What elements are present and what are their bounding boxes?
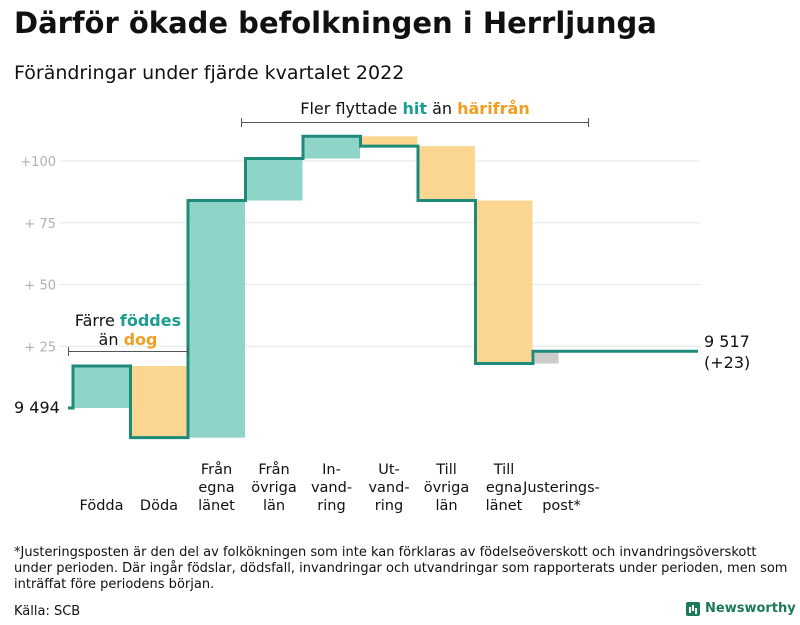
- bar-frånegnalänet: [188, 200, 245, 438]
- category-label: länet: [486, 498, 523, 514]
- brand-logo: Newsworthy: [686, 601, 796, 616]
- category-label: vand-: [311, 480, 352, 496]
- end-value-label: 9 517: [704, 332, 750, 351]
- category-label: In-: [322, 462, 341, 478]
- svg-text:Fler flyttade hit: Fler flyttade hit än härifrån: [300, 99, 529, 118]
- brand-name: Newsworthy: [705, 601, 796, 616]
- source-label: Källa: SCB: [14, 604, 81, 619]
- end-change-label: (+23): [704, 353, 750, 372]
- chart-subtitle: Förändringar under fjärde kvartalet 2022: [14, 62, 405, 84]
- category-label: Döda: [140, 498, 178, 514]
- category-label: Från: [258, 461, 289, 478]
- category-label: Till: [435, 462, 457, 478]
- cumulative-step-line: [68, 134, 698, 440]
- annotation-fewer-born: Färre föddes än dog: [68, 311, 188, 356]
- category-label: egna: [486, 480, 522, 496]
- annotation-text: Fler flyttade: [300, 99, 397, 118]
- category-label: övriga: [251, 480, 297, 496]
- category-label: länet: [198, 498, 235, 514]
- footnote: *Justeringsposten är den del av folkökni…: [14, 545, 788, 592]
- annotation-more-moved-in: Fler flyttade hit än härifrån: [241, 99, 589, 127]
- annotation-text: Färre: [75, 311, 115, 330]
- category-label: Från: [201, 461, 232, 478]
- bar-utvandring: [360, 136, 418, 147]
- bar-frånövrigalän: [245, 158, 303, 201]
- svg-text:än dog: än dog: [99, 330, 158, 349]
- annotation-text: än: [99, 330, 119, 349]
- category-label: Födda: [80, 498, 124, 514]
- bar-döda: [130, 366, 188, 438]
- category-label: post*: [542, 498, 581, 514]
- bar-invandring: [303, 136, 360, 159]
- y-tick-label: + 75: [24, 217, 56, 232]
- bar-tillegnalänet: [475, 200, 533, 364]
- annotation-highlight: dog: [124, 330, 158, 349]
- category-label: Justerings-: [522, 480, 600, 496]
- chart-title: Därför ökade befolkningen i Herrljunga: [14, 6, 657, 40]
- annotation-highlight: härifrån: [457, 99, 530, 118]
- category-label: län: [263, 498, 285, 514]
- bar-tillövrigalän: [418, 146, 475, 201]
- category-label: egna: [198, 480, 234, 496]
- annotation-highlight: hit: [402, 99, 427, 118]
- y-tick-label: + 25: [24, 340, 56, 355]
- category-label: övriga: [424, 480, 470, 496]
- annotation-text: än: [432, 99, 452, 118]
- category-label: Ut-: [378, 462, 400, 478]
- category-label: län: [435, 498, 457, 514]
- waterfall-chart: + 25 + 50 + 75 +100 Födda Döda Från egna länet F…: [14, 99, 750, 514]
- svg-text:Färre föddes: Färre föddes: [75, 311, 181, 330]
- bar-födda: [73, 366, 130, 408]
- category-label: ring: [317, 498, 345, 514]
- annotation-highlight: föddes: [120, 311, 181, 330]
- y-tick-label: + 50: [24, 279, 56, 294]
- y-tick-label: +100: [20, 155, 56, 170]
- category-label: Till: [493, 462, 515, 478]
- start-value-label: 9 494: [14, 398, 60, 417]
- newsworthy-logo-icon: [686, 601, 700, 616]
- category-label: vand-: [368, 480, 409, 496]
- bar-justeringspost: [534, 351, 559, 364]
- category-label: ring: [375, 498, 403, 514]
